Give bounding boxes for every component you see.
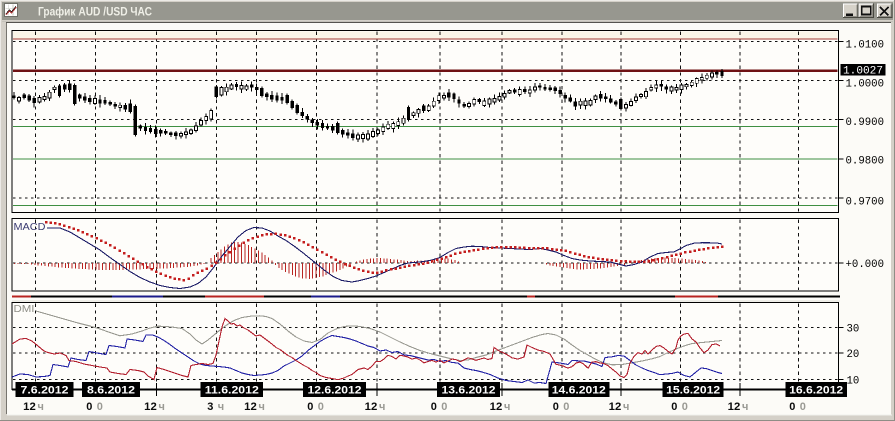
svg-text:13.6.2012: 13.6.2012	[442, 384, 496, 396]
svg-text:20: 20	[847, 349, 860, 361]
svg-text:12: 12	[244, 401, 257, 413]
svg-text:12: 12	[609, 401, 622, 413]
svg-text:0: 0	[307, 401, 313, 413]
svg-text:30: 30	[847, 323, 860, 335]
svg-text:12: 12	[23, 401, 36, 413]
svg-text:0: 0	[431, 401, 437, 413]
svg-text:12: 12	[365, 401, 378, 413]
svg-text:ч: ч	[38, 401, 44, 413]
svg-text:12.6.2012: 12.6.2012	[308, 384, 362, 396]
svg-text:0: 0	[86, 401, 92, 413]
svg-text:ч: ч	[742, 401, 748, 413]
svg-text:0: 0	[318, 401, 324, 413]
svg-text:11.6.2012: 11.6.2012	[205, 384, 259, 396]
svg-text:MACD: MACD	[14, 222, 46, 233]
svg-text:+0.000: +0.000	[846, 259, 885, 271]
svg-text:ч: ч	[623, 401, 629, 413]
svg-text:12: 12	[144, 401, 157, 413]
svg-text:0: 0	[97, 401, 103, 413]
svg-text:10: 10	[847, 376, 860, 388]
svg-text:0: 0	[441, 401, 447, 413]
svg-text:1.0100: 1.0100	[846, 40, 885, 52]
svg-text:0: 0	[682, 401, 688, 413]
svg-text:16.6.2012: 16.6.2012	[789, 384, 843, 396]
svg-text:ч: ч	[504, 401, 510, 413]
svg-text:1.0000: 1.0000	[846, 79, 885, 91]
svg-text:12: 12	[728, 401, 741, 413]
svg-text:0: 0	[800, 401, 806, 413]
svg-text:0: 0	[671, 401, 677, 413]
svg-text:ч: ч	[159, 401, 165, 413]
svg-text:0.9700: 0.9700	[846, 197, 885, 209]
svg-text:ч: ч	[259, 401, 265, 413]
svg-text:14.6.2012: 14.6.2012	[552, 384, 606, 396]
svg-text:7.6.2012: 7.6.2012	[21, 384, 69, 396]
svg-text:1.0027: 1.0027	[843, 66, 883, 78]
svg-text:0: 0	[553, 401, 559, 413]
svg-text:0.9900: 0.9900	[846, 117, 885, 129]
svg-text:15.6.2012: 15.6.2012	[666, 384, 720, 396]
svg-text:График AUD /USD ЧАС: График AUD /USD ЧАС	[38, 4, 152, 18]
svg-text:0: 0	[789, 401, 795, 413]
svg-text:3: 3	[207, 401, 213, 413]
svg-text:DMI: DMI	[14, 304, 35, 315]
svg-text:12: 12	[490, 401, 503, 413]
svg-text:ч: ч	[218, 401, 224, 413]
svg-text:0: 0	[563, 401, 569, 413]
svg-text:0.9800: 0.9800	[846, 156, 885, 168]
svg-text:8.6.2012: 8.6.2012	[87, 384, 135, 396]
svg-text:ч: ч	[379, 401, 385, 413]
